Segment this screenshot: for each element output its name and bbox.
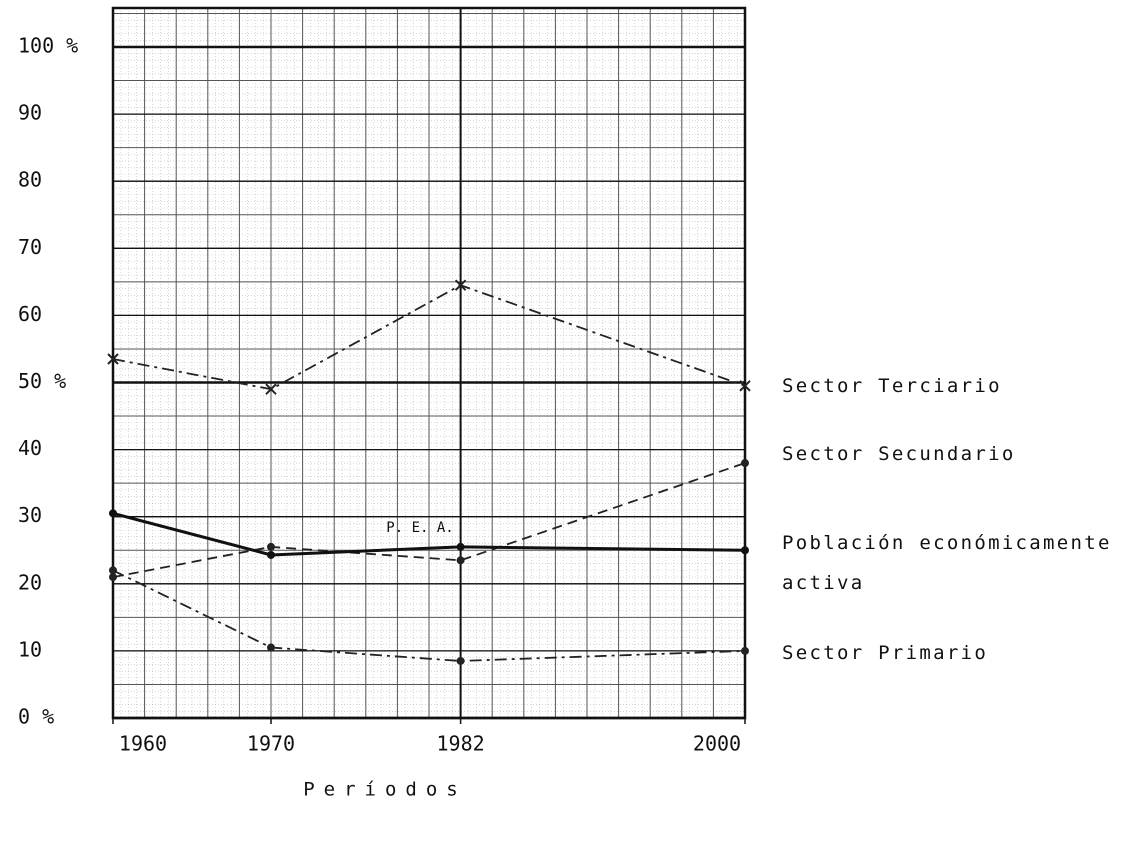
marker (741, 459, 749, 468)
marker (109, 573, 117, 582)
x-tick-label: 1970 (247, 732, 295, 756)
y-tick-label: 50 % (18, 369, 66, 393)
marker (454, 279, 467, 291)
y-tick-label: 40 (18, 436, 42, 460)
legend-label: Sector Primario (782, 642, 989, 664)
marker (741, 546, 749, 555)
y-tick-label: 20 (18, 570, 42, 594)
x-axis-label: Períodos (303, 779, 467, 801)
marker (109, 509, 117, 518)
annotation: P. E. A. (386, 520, 453, 536)
y-tick-label: 70 (18, 235, 42, 259)
marker (741, 646, 749, 655)
marker (107, 353, 119, 365)
series-line (112, 284, 746, 391)
legend-label: Sector Terciario (782, 375, 1002, 397)
y-tick-label: 60 (18, 302, 42, 326)
series-line (112, 569, 746, 662)
y-tick-label: 100 % (18, 34, 78, 58)
y-tick-label: 80 (18, 168, 42, 192)
series-line (112, 511, 746, 557)
y-tick-label: 90 (18, 101, 42, 125)
marker (109, 566, 117, 575)
marker (739, 380, 751, 392)
y-tick-label: 0 % (18, 705, 54, 729)
y-tick-label: 10 (18, 637, 42, 661)
x-tick-label: 1982 (437, 732, 485, 756)
marker (456, 542, 465, 551)
marker (456, 656, 465, 665)
marker (267, 643, 275, 652)
x-tick-label: 2000 (693, 732, 741, 756)
series-line (112, 462, 746, 578)
legend-label: Sector Secundario (782, 443, 1016, 465)
marker (265, 383, 277, 395)
legend-label: Población económicamente activa (782, 532, 1112, 594)
marker (267, 550, 275, 559)
marker (267, 542, 275, 551)
x-tick-label: 1960 (119, 732, 167, 756)
marker (456, 556, 465, 565)
y-tick-label: 30 (18, 503, 42, 527)
